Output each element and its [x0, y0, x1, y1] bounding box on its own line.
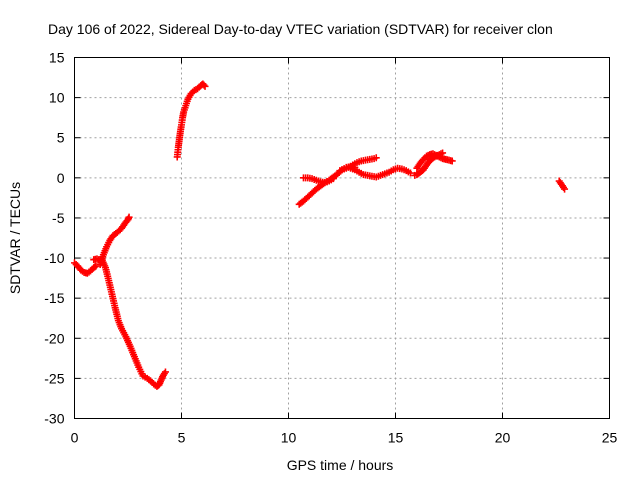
data-point: [201, 82, 209, 90]
grid-lines: [74, 57, 610, 419]
y-tick-label: -15: [44, 290, 64, 306]
data-point: [125, 213, 133, 221]
series-arc-4: [98, 256, 169, 390]
data-point-fill: [91, 263, 99, 271]
series-arc-1: [71, 259, 100, 277]
series-arc-11: [413, 150, 456, 172]
data-point: [329, 175, 337, 183]
data-series: [71, 80, 569, 390]
data-point: [372, 154, 380, 162]
data-point-fill: [200, 81, 208, 89]
chart-title: Day 106 of 2022, Sidereal Day-to-day VTE…: [48, 21, 553, 37]
y-tick-label: -5: [52, 210, 65, 226]
y-tick-label: 5: [57, 130, 65, 146]
y-tick-label: -10: [44, 250, 64, 266]
data-point: [439, 149, 447, 157]
x-tick-label: 10: [281, 430, 297, 446]
y-tick-label: -30: [44, 411, 64, 427]
y-tick-label: -20: [44, 330, 64, 346]
data-point: [406, 169, 414, 177]
x-tick-label: 15: [388, 430, 404, 446]
series-arc-13: [555, 177, 569, 193]
x-tick-label: 25: [602, 430, 618, 446]
y-tick-label: 15: [49, 50, 65, 66]
x-tick-label: 0: [71, 430, 79, 446]
plot-frame: [74, 57, 610, 419]
x-axis-label: GPS time / hours: [287, 457, 394, 473]
y-tick-labels: -30 -25 -20 -15 -10 -5 0 5 10 15: [44, 50, 64, 427]
data-point: [161, 368, 169, 376]
series-arc-9: [347, 164, 414, 181]
x-tick-label: 5: [178, 430, 186, 446]
y-tick-label: -25: [44, 370, 64, 386]
data-point: [92, 262, 100, 270]
y-tick-label: 10: [49, 90, 65, 106]
series-arc-5: [173, 80, 209, 161]
axis-ticks: [74, 57, 610, 419]
data-point: [448, 157, 456, 165]
series-arc-12: [426, 149, 447, 163]
data-point: [561, 185, 569, 193]
series-arc-7: [299, 174, 337, 187]
x-tick-label: 20: [495, 430, 511, 446]
x-tick-labels: 0 5 10 15 20 25: [71, 430, 618, 446]
y-axis-label: SDTVAR / TECUs: [7, 182, 23, 294]
y-tick-label: 0: [57, 170, 65, 186]
